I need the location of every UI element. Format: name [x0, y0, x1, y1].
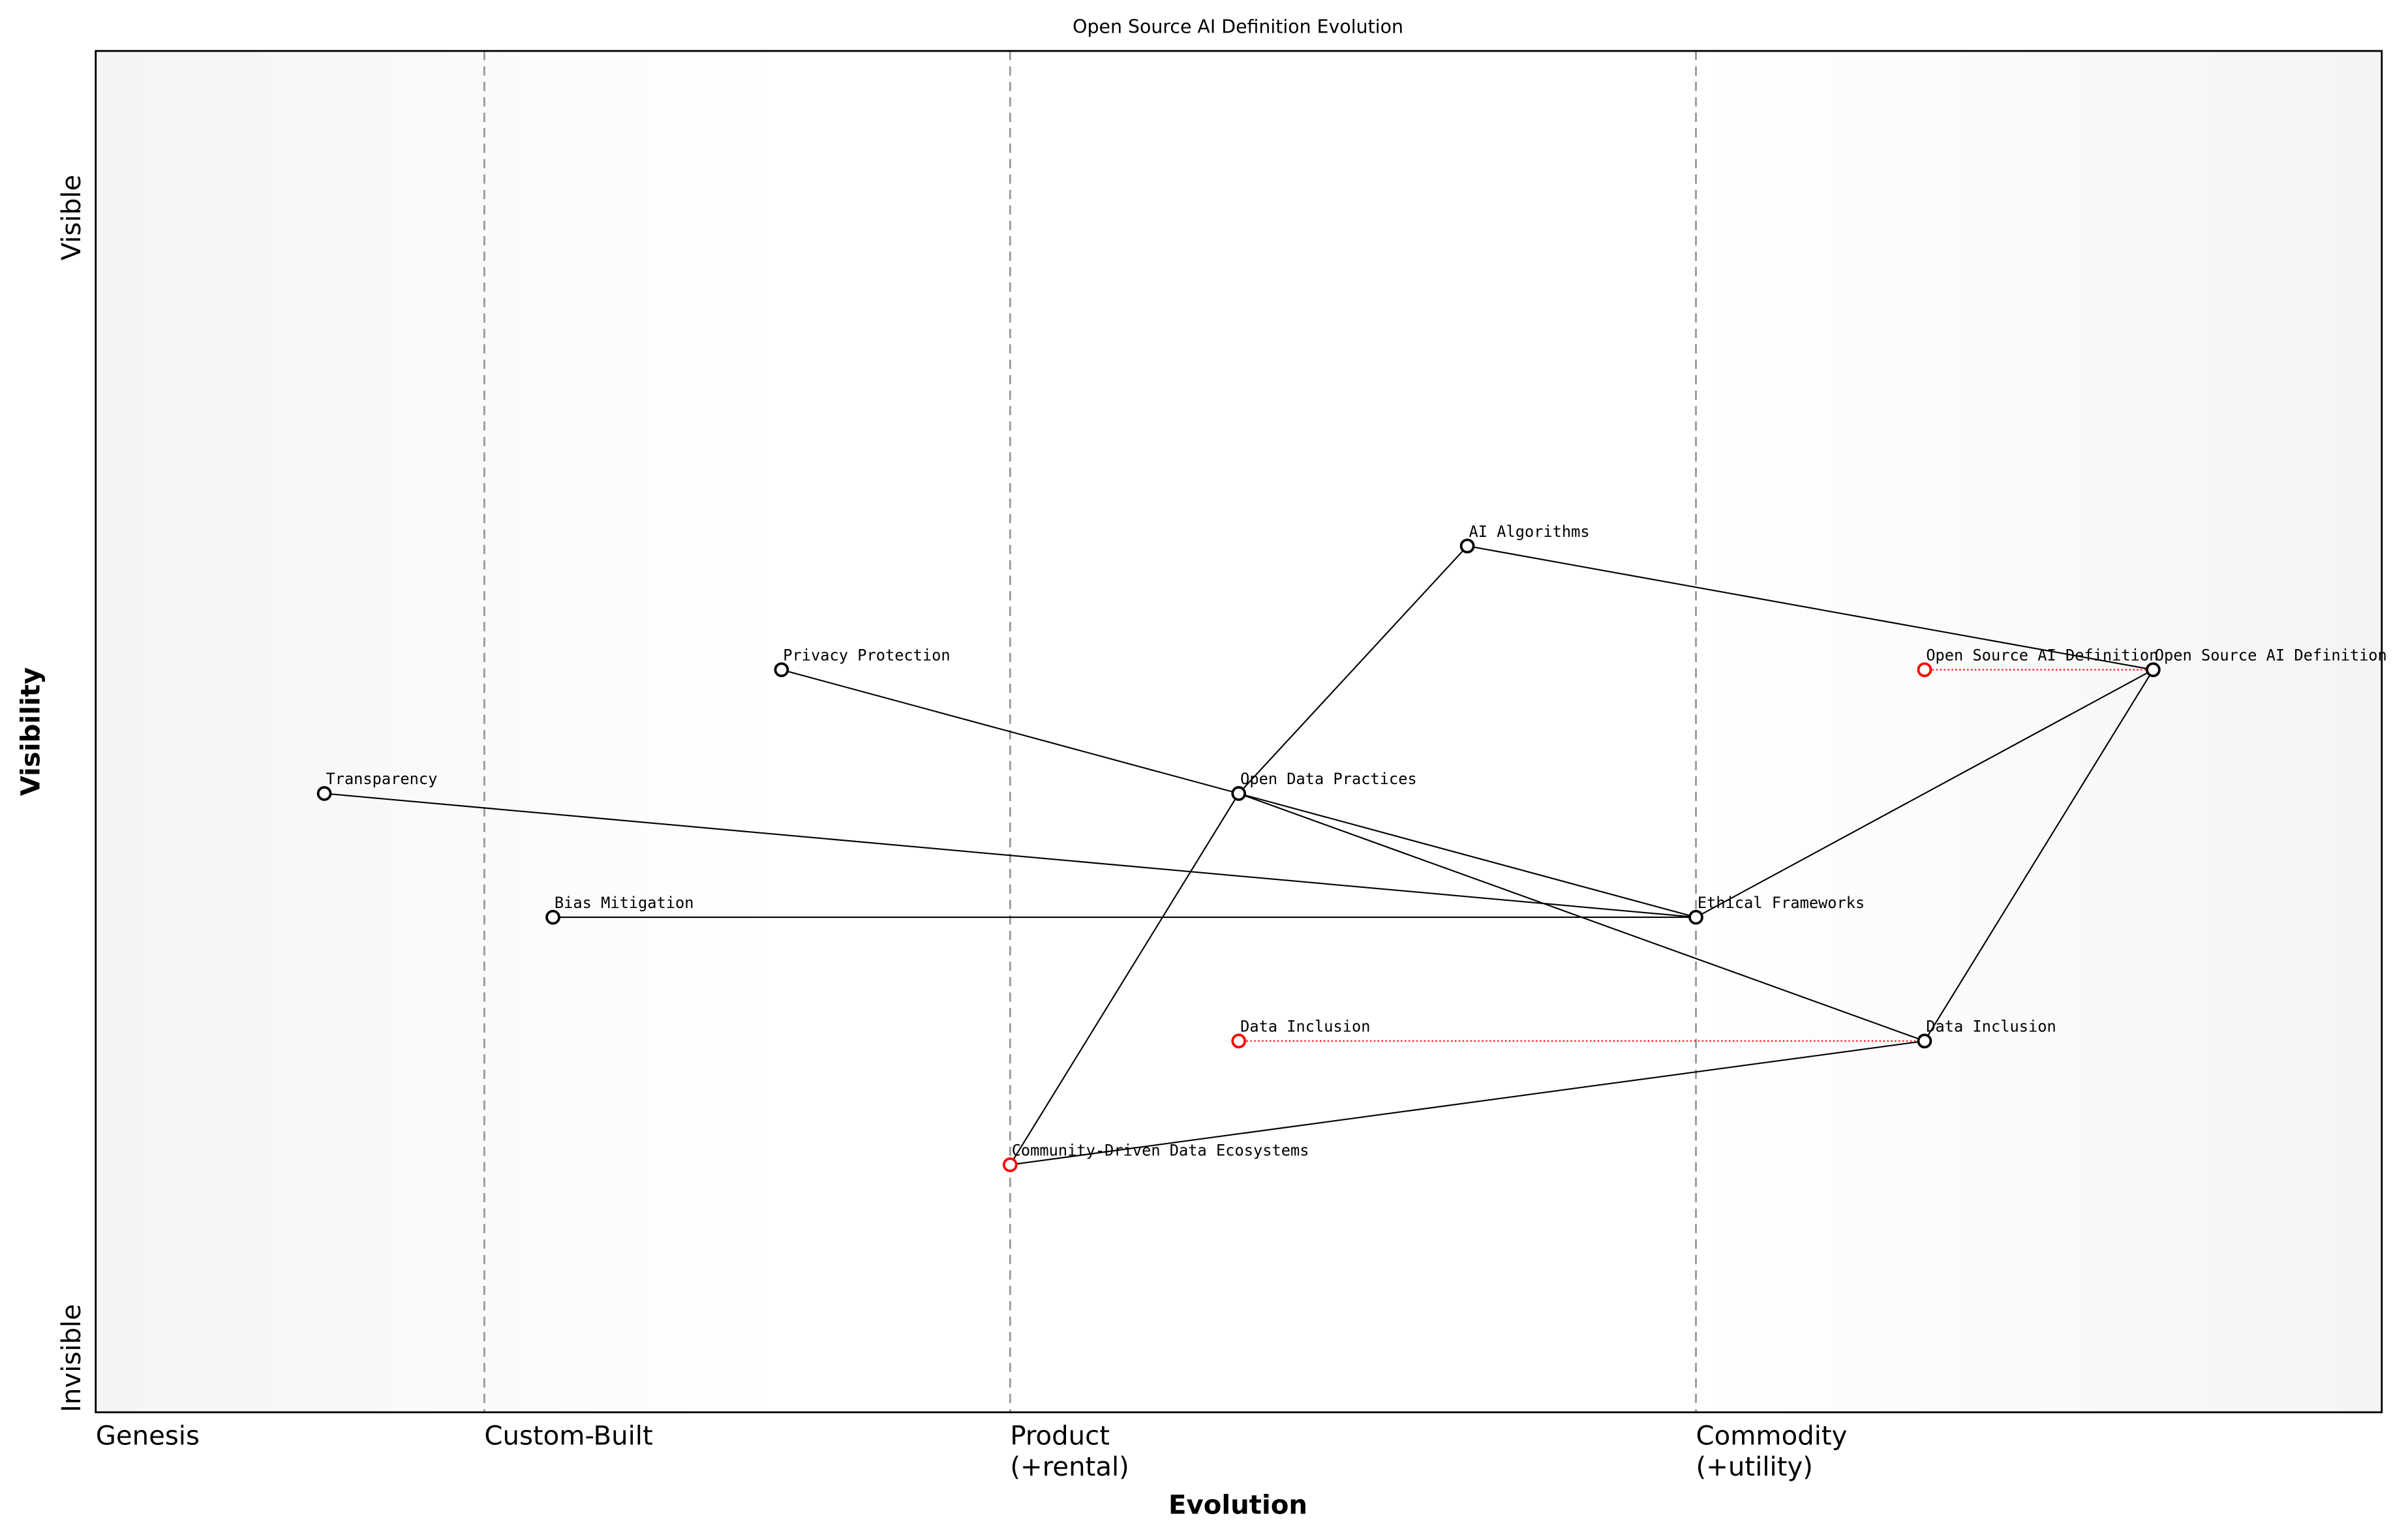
node-label: Transparency	[326, 770, 437, 788]
node	[1459, 538, 1475, 554]
node	[1231, 786, 1247, 801]
node	[545, 909, 560, 925]
node-label: Data Inclusion	[1926, 1018, 2056, 1036]
node	[1917, 1033, 1932, 1049]
node-label: Open Data Practices	[1240, 770, 1417, 788]
node	[1002, 1157, 1018, 1172]
chart-title: Open Source AI Definition Evolution	[1073, 16, 1403, 38]
x-tick-label: Custom-Built	[484, 1421, 652, 1451]
node	[1917, 662, 1932, 678]
node	[1231, 1033, 1247, 1049]
node-label: Ethical Frameworks	[1698, 894, 1865, 912]
x-tick-label: Genesis	[96, 1421, 200, 1451]
node-label: Open Source AI Definition	[1926, 646, 2158, 664]
x-tick-label: Commodity (+utility)	[1696, 1421, 1848, 1482]
node	[2146, 662, 2161, 678]
x-tick-label: Product (+rental)	[1010, 1421, 1129, 1482]
link	[781, 669, 1240, 795]
y-tick-label: Invisible	[57, 1304, 87, 1412]
link	[1467, 545, 2154, 671]
link	[1009, 793, 1240, 1166]
node	[1688, 909, 1703, 925]
link	[1238, 793, 1696, 918]
link	[1924, 669, 2154, 1042]
y-axis-label: Visibility	[16, 667, 46, 797]
node-label: AI Algorithms	[1469, 523, 1590, 541]
link	[324, 793, 1696, 918]
node-label: Data Inclusion	[1240, 1018, 1370, 1036]
link	[1238, 793, 1925, 1042]
y-tick-label: Visible	[57, 175, 87, 260]
node-label: Bias Mitigation	[555, 894, 694, 912]
node-label: Privacy Protection	[783, 646, 950, 664]
plot-background	[95, 51, 2382, 1412]
link	[1238, 545, 1468, 795]
node-label: Open Source AI Definition	[2155, 646, 2387, 664]
link	[1010, 1040, 1925, 1166]
node-label: Community-Driven Data Ecosystems	[1012, 1141, 1309, 1159]
plot-frame	[95, 50, 2383, 1414]
node	[774, 662, 789, 678]
x-axis-label: Evolution	[1168, 1490, 1307, 1520]
link	[1696, 669, 2154, 918]
node	[316, 786, 332, 801]
